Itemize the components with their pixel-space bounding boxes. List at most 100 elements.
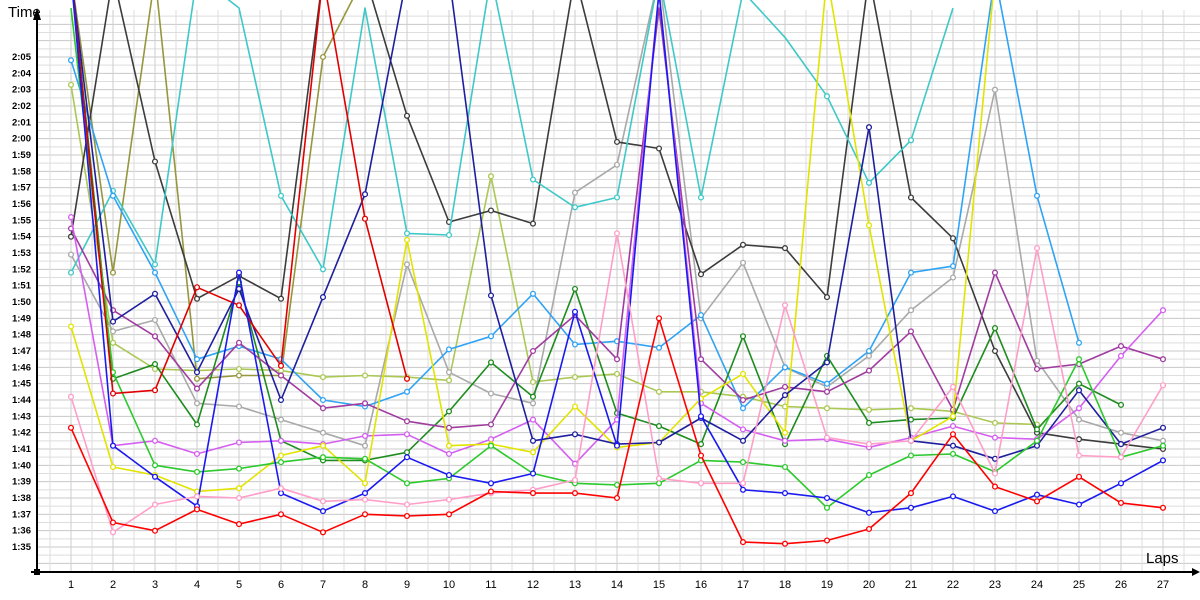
- data-point-blue-lap12[interactable]: [529, 470, 537, 477]
- data-point-green-lap22[interactable]: [949, 450, 957, 457]
- data-point-gray-lap9[interactable]: [403, 261, 411, 268]
- data-point-purple-lap16[interactable]: [697, 356, 705, 363]
- data-point-cyan-lap3[interactable]: [151, 261, 159, 268]
- data-point-dodgerblue-lap16[interactable]: [697, 312, 705, 319]
- data-point-gray-lap26[interactable]: [1117, 429, 1125, 436]
- data-point-orchid-lap18[interactable]: [781, 437, 789, 444]
- data-point-purple-lap12[interactable]: [529, 347, 537, 355]
- data-point-forestgreen-lap24[interactable]: [1033, 426, 1041, 433]
- data-point-blue-lap17[interactable]: [739, 486, 747, 493]
- data-point-orchid-lap5[interactable]: [235, 439, 243, 446]
- data-point-yellowgreen-lap7[interactable]: [319, 374, 327, 381]
- data-point-forestgreen-lap21[interactable]: [907, 416, 915, 423]
- data-point-pink-lap18[interactable]: [781, 302, 789, 309]
- data-point-blue-lap3[interactable]: [151, 473, 159, 480]
- data-point-khaki-lap4[interactable]: [193, 375, 201, 382]
- data-point-yellow-lap20[interactable]: [865, 222, 873, 229]
- data-point-purple-lap8[interactable]: [361, 400, 369, 407]
- data-point-gray-lap21[interactable]: [907, 307, 915, 314]
- data-point-black-lap23[interactable]: [991, 347, 999, 355]
- data-point-gray-lap4[interactable]: [193, 400, 201, 407]
- data-point-yellow-lap9[interactable]: [403, 236, 411, 243]
- data-point-blue-lap19[interactable]: [823, 494, 831, 502]
- data-point-purple-lap14[interactable]: [613, 356, 621, 363]
- data-point-yellowgreen-lap15[interactable]: [655, 388, 663, 395]
- data-point-khaki-lap7[interactable]: [319, 53, 327, 61]
- data-point-purple-lap26[interactable]: [1117, 343, 1125, 350]
- data-point-pink-lap6[interactable]: [277, 485, 285, 492]
- data-point-orchid-lap11[interactable]: [487, 436, 495, 443]
- data-point-black-lap16[interactable]: [697, 271, 705, 278]
- data-point-red-lap20[interactable]: [865, 525, 873, 533]
- data-point-gray-lap8[interactable]: [361, 442, 369, 449]
- data-point-forestgreen-lap15[interactable]: [655, 423, 663, 430]
- data-point-yellowgreen-lap21[interactable]: [907, 405, 915, 412]
- data-point-yellow-lap6[interactable]: [277, 452, 285, 459]
- data-point-gray-lap11[interactable]: [487, 390, 495, 397]
- data-point-dodgerblue-lap21[interactable]: [907, 269, 915, 276]
- data-point-yellow-lap22[interactable]: [949, 413, 957, 420]
- data-point-orchid-lap17[interactable]: [739, 426, 747, 433]
- data-point-black-lap4[interactable]: [193, 295, 201, 302]
- data-point-pink-lap14[interactable]: [613, 230, 621, 237]
- data-point-orchid-lap3[interactable]: [151, 437, 159, 444]
- data-point-crimson-lap8[interactable]: [361, 215, 369, 222]
- data-point-red-lap7[interactable]: [319, 529, 327, 536]
- data-point-navy-lap8[interactable]: [361, 191, 369, 198]
- data-point-red-lap11[interactable]: [487, 488, 495, 495]
- data-point-navy-lap4[interactable]: [193, 369, 201, 376]
- data-point-red-lap21[interactable]: [907, 490, 915, 497]
- data-point-gray-lap2[interactable]: [109, 328, 117, 335]
- data-point-yellowgreen-lap6[interactable]: [277, 367, 285, 374]
- data-point-red-lap13[interactable]: [571, 490, 579, 497]
- data-point-navy-lap2[interactable]: [109, 318, 117, 325]
- data-point-purple-lap19[interactable]: [823, 388, 831, 395]
- data-point-red-lap5[interactable]: [235, 521, 243, 528]
- data-point-pink-lap17[interactable]: [739, 480, 747, 487]
- data-point-yellowgreen-lap1[interactable]: [67, 81, 75, 88]
- data-point-black-lap25[interactable]: [1075, 436, 1083, 443]
- data-point-green-lap7[interactable]: [319, 454, 327, 461]
- data-point-green-lap17[interactable]: [739, 459, 747, 466]
- data-point-purple-lap7[interactable]: [319, 405, 327, 412]
- data-point-yellow-lap2[interactable]: [109, 463, 117, 471]
- data-point-pink-lap15[interactable]: [655, 475, 663, 482]
- data-point-yellowgreen-lap12[interactable]: [529, 378, 537, 386]
- data-point-cyan-lap1[interactable]: [67, 269, 75, 276]
- data-point-blue-lap7[interactable]: [319, 508, 327, 515]
- data-point-purple-lap17[interactable]: [739, 396, 747, 404]
- data-point-blue-lap2[interactable]: [109, 442, 117, 449]
- data-point-purple-lap6[interactable]: [277, 372, 285, 379]
- data-point-blue-lap20[interactable]: [865, 509, 873, 516]
- data-point-red-lap25[interactable]: [1075, 473, 1083, 480]
- data-point-dodgerblue-lap15[interactable]: [655, 344, 663, 351]
- data-point-red-lap15[interactable]: [655, 315, 663, 322]
- data-point-pink-lap27[interactable]: [1159, 382, 1167, 389]
- data-point-red-lap1[interactable]: [67, 424, 75, 431]
- data-point-cyan-lap19[interactable]: [823, 93, 831, 100]
- data-point-navy-lap6[interactable]: [277, 396, 285, 404]
- data-point-pink-lap3[interactable]: [151, 501, 159, 508]
- data-point-red-lap27[interactable]: [1159, 504, 1167, 511]
- data-point-gray-lap12[interactable]: [529, 400, 537, 407]
- data-point-blue-lap18[interactable]: [781, 490, 789, 497]
- data-point-navy-lap17[interactable]: [739, 437, 747, 444]
- data-point-gray-lap13[interactable]: [571, 189, 579, 196]
- data-point-forestgreen-lap3[interactable]: [151, 361, 159, 368]
- data-point-pink-lap1[interactable]: [67, 393, 75, 400]
- data-point-dodgerblue-lap10[interactable]: [445, 346, 453, 353]
- data-point-gray-lap23[interactable]: [991, 86, 999, 93]
- data-point-pink-lap23[interactable]: [991, 470, 999, 477]
- data-point-forestgreen-lap10[interactable]: [445, 408, 453, 415]
- data-point-gray-lap25[interactable]: [1075, 416, 1083, 423]
- data-point-blue-lap5[interactable]: [235, 269, 243, 276]
- data-point-dodgerblue-lap11[interactable]: [487, 333, 495, 340]
- data-point-black-lap9[interactable]: [403, 112, 411, 119]
- data-point-green-lap20[interactable]: [865, 472, 873, 479]
- data-point-blue-lap27[interactable]: [1159, 457, 1167, 464]
- data-point-navy-lap27[interactable]: [1159, 424, 1167, 431]
- data-point-pink-lap20[interactable]: [865, 441, 873, 448]
- data-point-red-lap12[interactable]: [529, 490, 537, 497]
- data-point-green-lap14[interactable]: [613, 481, 621, 488]
- data-point-forestgreen-lap9[interactable]: [403, 449, 411, 456]
